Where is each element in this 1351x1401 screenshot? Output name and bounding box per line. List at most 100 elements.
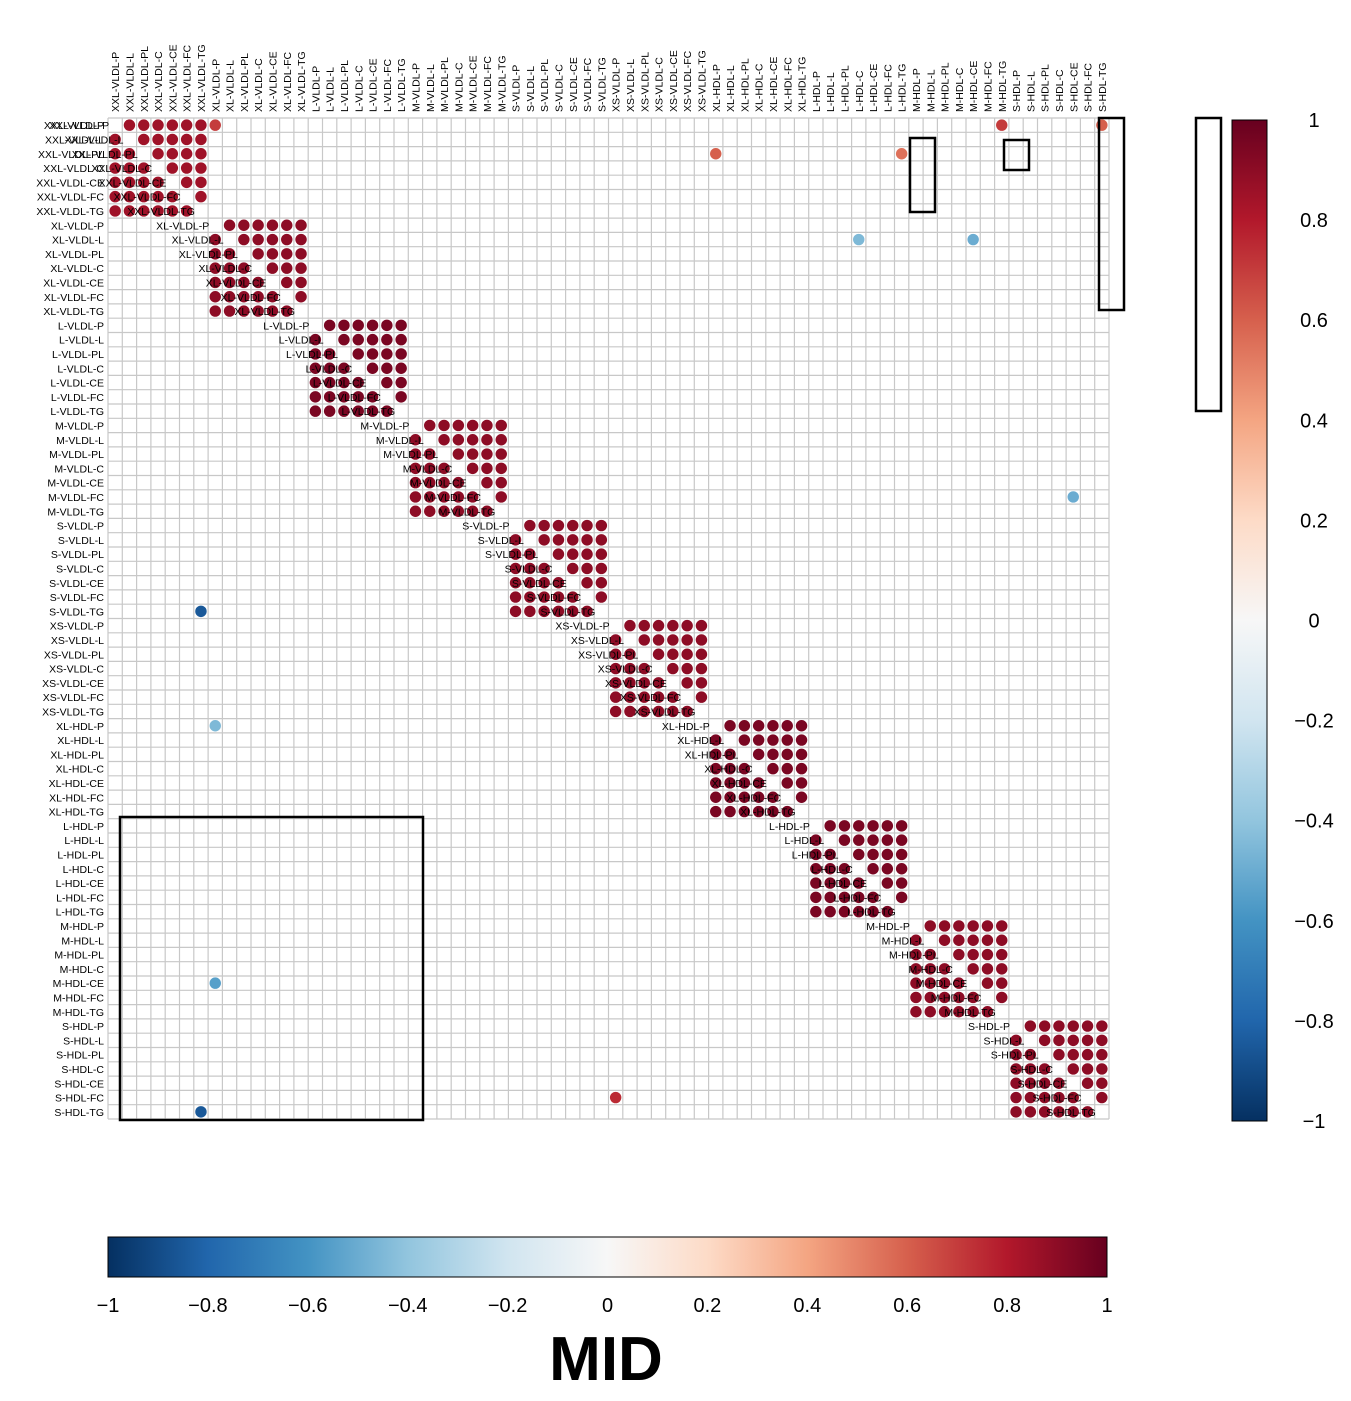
correlation-dot (996, 963, 1008, 975)
correlation-dot (1067, 1063, 1079, 1075)
correlation-dot (395, 319, 407, 332)
correlation-dot (109, 133, 121, 146)
column-label: M-VLDL-FC (482, 56, 494, 112)
correlation-dot (352, 319, 364, 332)
correlation-dot (681, 662, 693, 675)
correlation-dot (1024, 1063, 1037, 1075)
diagonal-label: M-HDL-L (882, 935, 925, 947)
colorbar-tick-label: −0.2 (1294, 711, 1333, 733)
correlation-dot (223, 262, 236, 274)
diagonal-label: M-HDL-PL (889, 950, 939, 962)
diagonal-label: S-HDL-CE (1018, 1078, 1068, 1090)
correlation-dot (395, 391, 407, 403)
correlation-dot (266, 219, 279, 231)
correlation-dot (452, 419, 465, 432)
correlation-dot (424, 448, 436, 460)
correlation-dot (552, 605, 565, 618)
correlation-dot (1096, 1020, 1108, 1032)
correlation-dot (853, 834, 865, 846)
correlation-dot (867, 820, 879, 832)
correlation-dot (138, 176, 150, 189)
correlation-dot (638, 677, 650, 689)
correlation-dot (409, 491, 422, 503)
colorbar-tick-label: 0 (1308, 611, 1319, 633)
diagonal-label: L-VLDL-P (263, 320, 309, 332)
correlation-dot (981, 920, 994, 932)
correlation-dot (424, 419, 436, 432)
diagonal-label: L-HDL-TG (847, 907, 895, 919)
diagonal-label: S-HDL-FC (1033, 1093, 1082, 1105)
diagonal-label: M-HDL-TG (944, 1007, 995, 1019)
correlation-dot (895, 834, 908, 846)
correlation-dot (853, 233, 865, 246)
correlation-dot (180, 133, 193, 146)
column-label: XS-VLDL-PL (639, 52, 651, 112)
correlation-dot (1081, 1077, 1094, 1089)
diagonal-label: S-VLDL-FC (527, 592, 582, 604)
row-label: L-VLDL-TG (50, 406, 104, 418)
correlation-dot (781, 777, 793, 789)
correlation-dot (996, 948, 1008, 961)
correlation-dot (767, 734, 779, 746)
column-label: S-VLDL-C (553, 64, 565, 112)
row-label: S-VLDL-L (58, 535, 104, 547)
column-label: M-VLDL-L (425, 64, 437, 112)
correlation-dot (238, 305, 250, 317)
correlation-dot (581, 605, 593, 618)
correlation-dot (910, 934, 922, 946)
correlation-dot (638, 619, 650, 632)
correlation-dot (1024, 1048, 1037, 1061)
correlation-dot (509, 577, 522, 589)
diagonal-label: XXL-VLDL-L (64, 134, 123, 146)
column-label: S-HDL-TG (1097, 62, 1109, 112)
correlation-dot (1038, 1020, 1051, 1032)
colorbar-tick-label: 0.2 (1300, 510, 1328, 532)
correlation-dot (195, 176, 207, 189)
diagonal-label: M-VLDL-FC (425, 492, 481, 504)
column-label: M-HDL-TG (997, 61, 1009, 112)
correlation-dot (824, 891, 836, 904)
column-label: XL-VLDL-PL (239, 53, 251, 112)
correlation-dot (509, 548, 522, 560)
horizontal-colorbar-tick-label: 0.6 (893, 1295, 921, 1317)
correlation-dot (609, 648, 622, 660)
correlation-dot (538, 519, 550, 532)
correlation-dot (695, 634, 708, 646)
correlation-dot (509, 562, 522, 575)
correlation-dot (409, 505, 422, 517)
column-label: M-VLDL-PL (439, 57, 451, 112)
column-label: S-HDL-PL (1040, 64, 1052, 112)
diagonal-label: XL-HDL-C (704, 764, 753, 776)
horizontal-colorbar-tick-label: 0.4 (793, 1295, 821, 1317)
correlation-dot (767, 791, 779, 803)
correlation-dot (953, 1006, 965, 1018)
column-label: M-HDL-PL (940, 62, 952, 112)
column-label: XXL-VLDL-TG (196, 44, 208, 112)
correlation-dot (338, 405, 350, 417)
correlation-dot (752, 805, 765, 818)
correlation-dot (795, 762, 808, 775)
correlation-dot (309, 333, 322, 346)
correlation-dot (209, 276, 221, 289)
correlation-dot (1010, 1034, 1022, 1047)
correlation-dot (1010, 1106, 1022, 1118)
correlation-dot (810, 905, 822, 918)
correlation-dot (295, 248, 307, 260)
correlation-dot (323, 362, 336, 374)
correlation-dot (395, 333, 407, 346)
correlation-dot (738, 791, 751, 803)
correlation-dot (724, 805, 736, 818)
diagonal-label: L-VLDL-C (306, 363, 353, 375)
correlation-dot (853, 877, 865, 889)
correlation-dot (424, 505, 436, 517)
horizontal-colorbar: −1 −0.8 −0.6 −0.4 −0.2 0 0.2 0.4 0.6 0.8 1 (97, 1236, 1113, 1317)
correlation-dot (481, 462, 493, 475)
correlation-dot (123, 176, 136, 189)
row-label: XS-VLDL-C (49, 664, 104, 676)
correlation-dot (195, 133, 207, 146)
correlation-dot (223, 276, 236, 289)
correlation-dot (138, 162, 150, 174)
column-label: XS-VLDL-FC (682, 50, 694, 112)
correlation-dot (409, 448, 422, 460)
diagonal-label: M-VLDL-P (360, 420, 409, 432)
